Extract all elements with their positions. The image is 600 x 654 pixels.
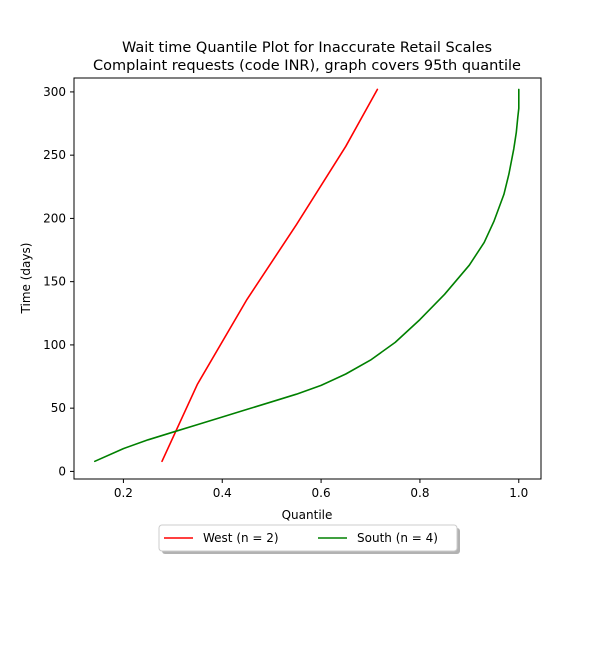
- x-tick-label: 0.6: [312, 486, 331, 500]
- chart-title-line-2: Complaint requests (code INR), graph cov…: [93, 58, 521, 74]
- legend-items: West (n = 2) South (n = 4): [164, 531, 438, 545]
- legend-box: [158, 524, 458, 552]
- axes-frame: [73, 77, 542, 480]
- x-axis-ticks: 0.2 0.4 0.6 0.8 1.0: [114, 479, 528, 500]
- chart-title-line-1: Wait time Quantile Plot for Inaccurate R…: [122, 40, 492, 56]
- y-tick-label: 100: [43, 338, 66, 352]
- series-layer: [94, 88, 520, 463]
- series-line-south: [94, 88, 520, 463]
- y-tick-label: 0: [58, 464, 66, 478]
- y-axis-ticks: 0 50 100 150 200 250 300: [43, 85, 74, 478]
- y-tick-label: 200: [43, 211, 66, 225]
- legend: West (n = 2) South (n = 4): [158, 524, 460, 554]
- x-tick-label: 1.0: [509, 486, 528, 500]
- y-axis-label: Time (days): [19, 243, 33, 315]
- legend-label: South (n = 4): [357, 531, 438, 545]
- y-tick-label: 150: [43, 275, 66, 289]
- x-tick-label: 0.2: [114, 486, 133, 500]
- x-axis-label: Quantile: [282, 508, 333, 522]
- y-tick-label: 50: [51, 401, 66, 415]
- x-tick-label: 0.8: [410, 486, 429, 500]
- y-tick-label: 250: [43, 148, 66, 162]
- x-tick-label: 0.4: [213, 486, 232, 500]
- series-line-west: [161, 88, 379, 463]
- y-tick-label: 300: [43, 85, 66, 99]
- legend-label: West (n = 2): [203, 531, 279, 545]
